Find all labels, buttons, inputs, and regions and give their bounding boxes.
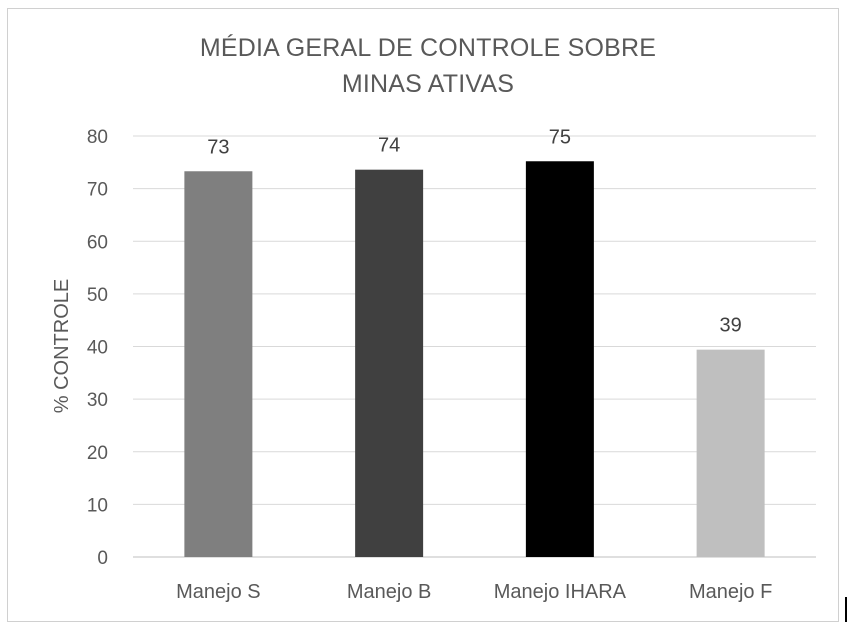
edge-mark [845, 597, 847, 622]
data-label: 73 [207, 136, 229, 158]
bar [696, 349, 765, 557]
y-tick-label: 0 [97, 548, 108, 569]
x-tick-label: Manejo B [347, 581, 432, 603]
y-tick-label: 80 [87, 127, 108, 148]
bar [525, 161, 594, 557]
y-tick-label: 70 [87, 180, 108, 201]
y-tick-label: 60 [87, 232, 108, 253]
x-tick-label: Manejo IHARA [494, 581, 627, 603]
x-tick-label: Manejo S [176, 581, 261, 603]
bar [355, 169, 424, 557]
bar [184, 171, 253, 558]
data-label: 75 [549, 126, 571, 148]
y-tick-label: 20 [87, 443, 108, 464]
y-axis-label: % CONTROLE [51, 279, 73, 413]
y-tick-label: 50 [87, 285, 108, 306]
chart-title-line-2: MINAS ATIVAS [341, 70, 515, 98]
x-tick-label: Manejo F [689, 581, 772, 603]
y-tick-label: 40 [87, 338, 108, 359]
data-label: 39 [720, 315, 742, 337]
data-label: 74 [378, 135, 400, 157]
y-tick-label: 10 [87, 495, 108, 516]
y-tick-label: 30 [87, 390, 108, 411]
chart-title-line-1: MÉDIA GERAL DE CONTROLE SOBRE [199, 34, 657, 62]
